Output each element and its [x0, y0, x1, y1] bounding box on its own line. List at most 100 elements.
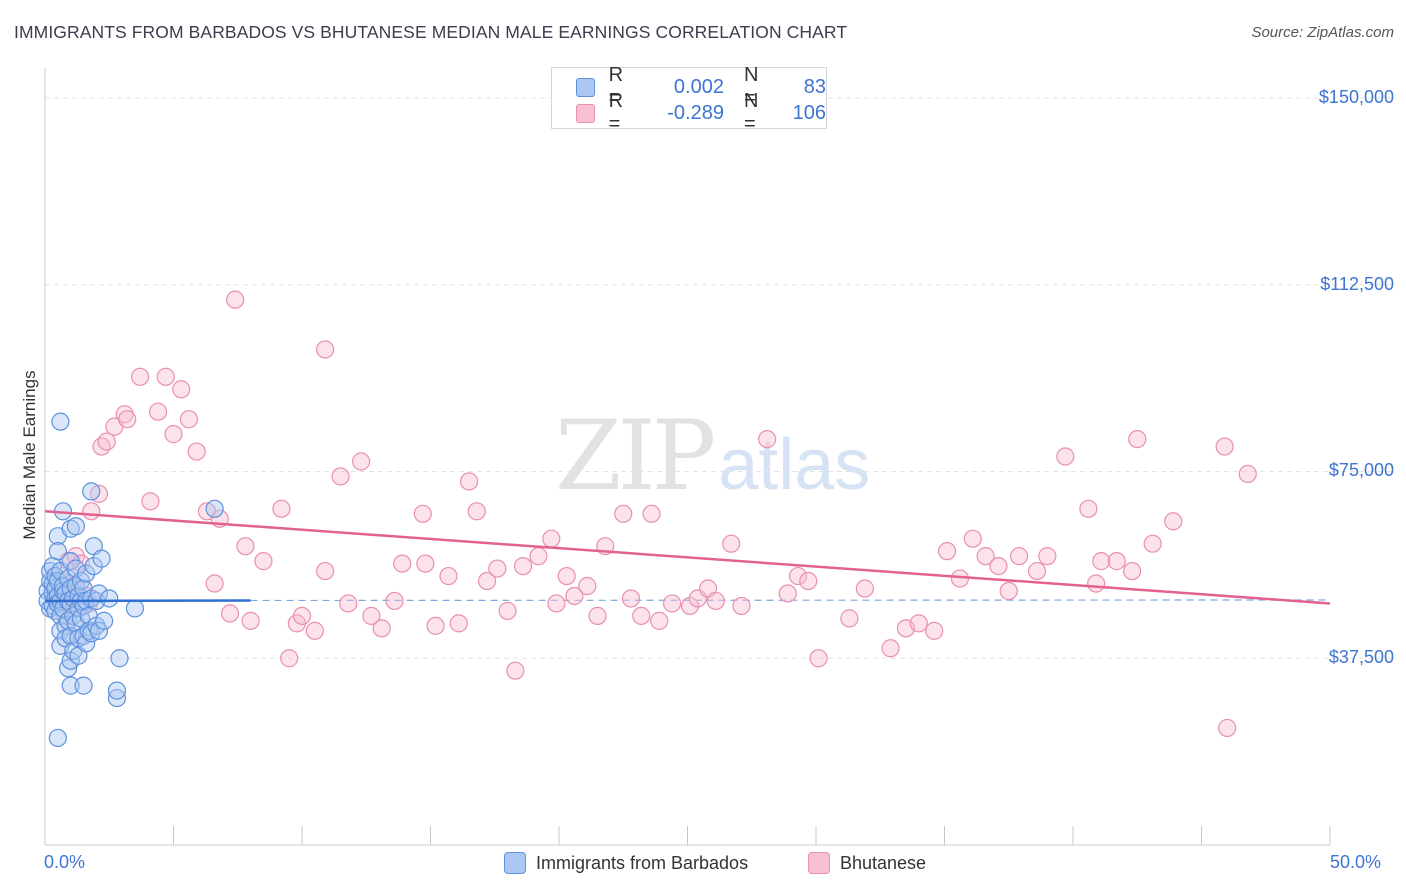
point-bhutanese [439, 566, 458, 586]
point-bhutanese [205, 574, 224, 593]
point-bhutanese [280, 649, 299, 668]
point-bhutanese [909, 614, 928, 633]
point-bhutanese [115, 405, 134, 424]
point-bhutanese [331, 467, 350, 486]
point-bhutanese [339, 594, 358, 613]
point-bhutanese [477, 571, 497, 591]
point-bhutanese [220, 604, 240, 623]
point-bhutanese [855, 579, 874, 598]
legend-n-value: 106 [792, 101, 826, 124]
point-bhutanese [1143, 534, 1162, 553]
point-barbados [51, 412, 70, 431]
point-bhutanese [413, 504, 432, 523]
points-barbados [38, 412, 224, 748]
point-bhutanese [506, 661, 525, 680]
point-bhutanese [840, 609, 859, 628]
point-bhutanese [352, 452, 371, 471]
point-barbados [48, 542, 67, 561]
point-bhutanese [565, 586, 584, 606]
point-bhutanese [513, 556, 533, 576]
point-bhutanese [547, 594, 566, 613]
point-barbados [110, 649, 129, 668]
legend-r-value: -0.289 [667, 101, 724, 124]
point-bhutanese [393, 554, 412, 573]
point-barbados [125, 599, 145, 618]
point-bhutanese [1056, 447, 1075, 466]
point-bhutanese [680, 596, 700, 616]
point-bhutanese [632, 606, 651, 625]
point-bhutanese [614, 504, 633, 523]
point-bhutanese [662, 594, 682, 613]
point-bhutanese [316, 340, 335, 359]
point-bhutanese [578, 576, 597, 596]
point-bhutanese [426, 616, 445, 635]
bottom-legend-swatch-bhutanese [808, 852, 830, 874]
legend-n-value: 83 [803, 75, 826, 98]
point-bhutanese [799, 571, 818, 591]
bottom-legend-label-bhutanese: Bhutanese [840, 852, 927, 873]
bottom-legend-swatch-barbados [504, 852, 526, 874]
point-bhutanese [999, 581, 1018, 601]
legend-swatch-barbados [576, 77, 595, 97]
watermark-zip: ZIP [555, 400, 716, 512]
point-bhutanese [881, 639, 900, 658]
point-bhutanese [272, 499, 291, 518]
chart-title: IMMIGRANTS FROM BARBADOS VS BHUTANESE ME… [14, 22, 848, 42]
point-bhutanese [529, 547, 548, 566]
x-tick-label-max: 50.0% [1330, 852, 1382, 872]
point-bhutanese [1107, 552, 1126, 571]
legend-swatch-bhutanese [576, 103, 595, 123]
point-barbados [100, 589, 119, 608]
point-bhutanese [650, 611, 669, 630]
correlation-legend: R = 0.002 N = 83 R = -0.289 N = 106 [551, 64, 827, 135]
point-bhutanese [1215, 437, 1234, 456]
point-barbados [82, 482, 101, 501]
point-bhutanese [1079, 499, 1098, 518]
point-bhutanese [963, 529, 982, 548]
point-bhutanese [976, 547, 995, 566]
points-bhutanese [43, 290, 1257, 738]
point-bhutanese [118, 410, 137, 429]
point-bhutanese [362, 606, 381, 625]
trend-line-bhutanese [44, 510, 1331, 605]
point-bhutanese [459, 472, 479, 491]
point-barbados [205, 499, 224, 518]
trend-lines [44, 510, 1331, 605]
point-bhutanese [706, 591, 725, 611]
point-bhutanese [236, 537, 255, 556]
legend-r-label: R = [608, 64, 624, 109]
point-barbados [74, 676, 93, 695]
point-bhutanese [989, 556, 1008, 576]
point-bhutanese [488, 559, 507, 578]
point-bhutanese [1238, 464, 1257, 484]
point-bhutanese [130, 367, 150, 386]
point-bhutanese [172, 380, 191, 399]
point-bhutanese [467, 502, 486, 521]
bottom-legend-barbados[interactable]: Immigrants from Barbados [504, 852, 748, 874]
y-tick-label: $37,500 [1328, 647, 1394, 668]
point-bhutanese [372, 619, 391, 638]
point-barbados [66, 517, 85, 536]
point-bhutanese [1218, 718, 1237, 738]
point-bhutanese [141, 492, 160, 511]
point-bhutanese [305, 621, 324, 640]
point-barbados [48, 728, 67, 748]
point-bhutanese [164, 425, 183, 444]
point-bhutanese [449, 614, 468, 633]
point-bhutanese [1164, 512, 1183, 531]
point-bhutanese [542, 529, 561, 548]
point-bhutanese [642, 504, 661, 523]
bottom-legend-bhutanese[interactable]: Bhutanese [808, 852, 926, 874]
point-bhutanese [1009, 547, 1029, 566]
point-bhutanese [498, 601, 517, 621]
point-bhutanese [292, 606, 312, 625]
axes [44, 68, 1331, 846]
legend-r-value: 0.002 [673, 75, 724, 98]
point-bhutanese [1038, 547, 1057, 566]
watermark: ZIPatlas [555, 400, 870, 512]
point-bhutanese [722, 534, 741, 553]
point-bhutanese [925, 621, 944, 640]
chart-source: Source: ZipAtlas.com [1251, 24, 1394, 41]
point-bhutanese [187, 442, 206, 461]
point-bhutanese [156, 367, 175, 386]
